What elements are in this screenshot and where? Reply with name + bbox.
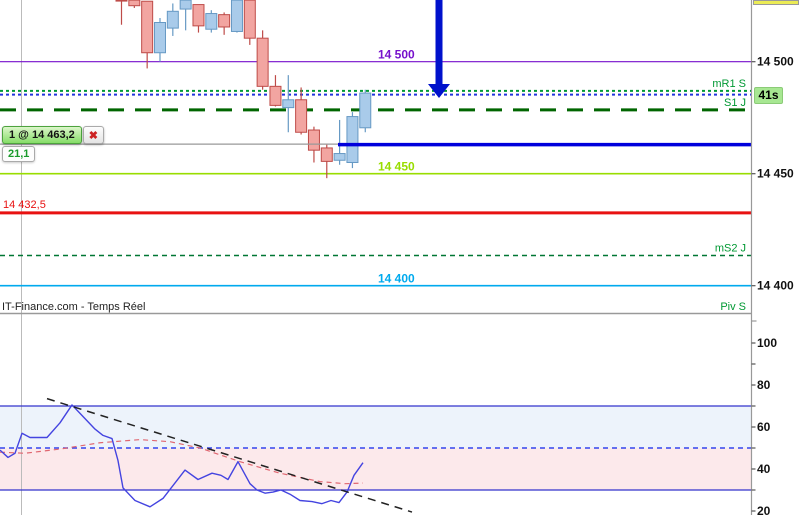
candle-body	[192, 4, 205, 27]
indicator-axis-label: 20	[757, 504, 771, 515]
position-label[interactable]: 1 @ 14 463,2	[2, 126, 82, 144]
level-chart-label: 14 450	[378, 160, 415, 174]
candle-body	[269, 85, 282, 106]
rsi-line	[0, 404, 364, 508]
down-arrow-stem[interactable]	[435, 0, 443, 84]
position-badge[interactable]: 1 @ 14 463,2 ✖	[2, 126, 104, 144]
candle-body	[295, 99, 308, 133]
candle-body	[346, 116, 359, 163]
indicator-axis-label: 40	[757, 462, 771, 476]
close-position-icon[interactable]: ✖	[82, 126, 104, 144]
pivot-label: mR1 S	[712, 78, 746, 90]
indicator-axis-label: 60	[757, 420, 771, 434]
indicator-axis-label: 80	[757, 378, 771, 392]
candle-body	[333, 153, 346, 161]
price-axis-label: 14 500	[757, 55, 794, 69]
candle-body	[218, 14, 231, 28]
level-chart-label: 14 500	[378, 48, 415, 62]
candle-body	[153, 22, 166, 54]
candle-body	[166, 10, 179, 29]
pivot-label: mS2 J	[715, 242, 746, 254]
level-chart-label: 14 400	[378, 272, 415, 286]
candle-body	[205, 13, 218, 30]
candle-body	[256, 37, 269, 87]
candle-body	[179, 0, 192, 10]
position-pnl-badge: 21,1	[2, 146, 36, 162]
pivot-label: Piv S	[720, 301, 746, 313]
candle-body	[359, 92, 372, 129]
bar-countdown-badge: 41s	[754, 87, 783, 104]
candle-body	[282, 99, 295, 109]
indicator-axis-label: 100	[757, 336, 777, 350]
candle-body	[128, 0, 141, 7]
candle-body	[320, 147, 333, 162]
price-axis-label: 14 400	[757, 279, 794, 293]
indicator-band	[0, 448, 752, 490]
candle-body	[230, 0, 243, 32]
signal-line	[0, 439, 364, 485]
watermark-text: IT-Finance.com - Temps Réel	[2, 301, 146, 313]
trendline-line[interactable]	[46, 397, 413, 513]
candle-body	[141, 0, 154, 54]
current-price-marker	[753, 0, 799, 5]
candle-body	[115, 0, 128, 2]
pivot-label: S1 J	[724, 97, 746, 109]
level-left-label: 14 432,5	[3, 199, 46, 211]
down-arrow-head[interactable]	[428, 84, 450, 98]
candle-body	[307, 129, 320, 151]
candle-body	[243, 0, 256, 39]
price-axis-label: 14 450	[757, 167, 794, 181]
